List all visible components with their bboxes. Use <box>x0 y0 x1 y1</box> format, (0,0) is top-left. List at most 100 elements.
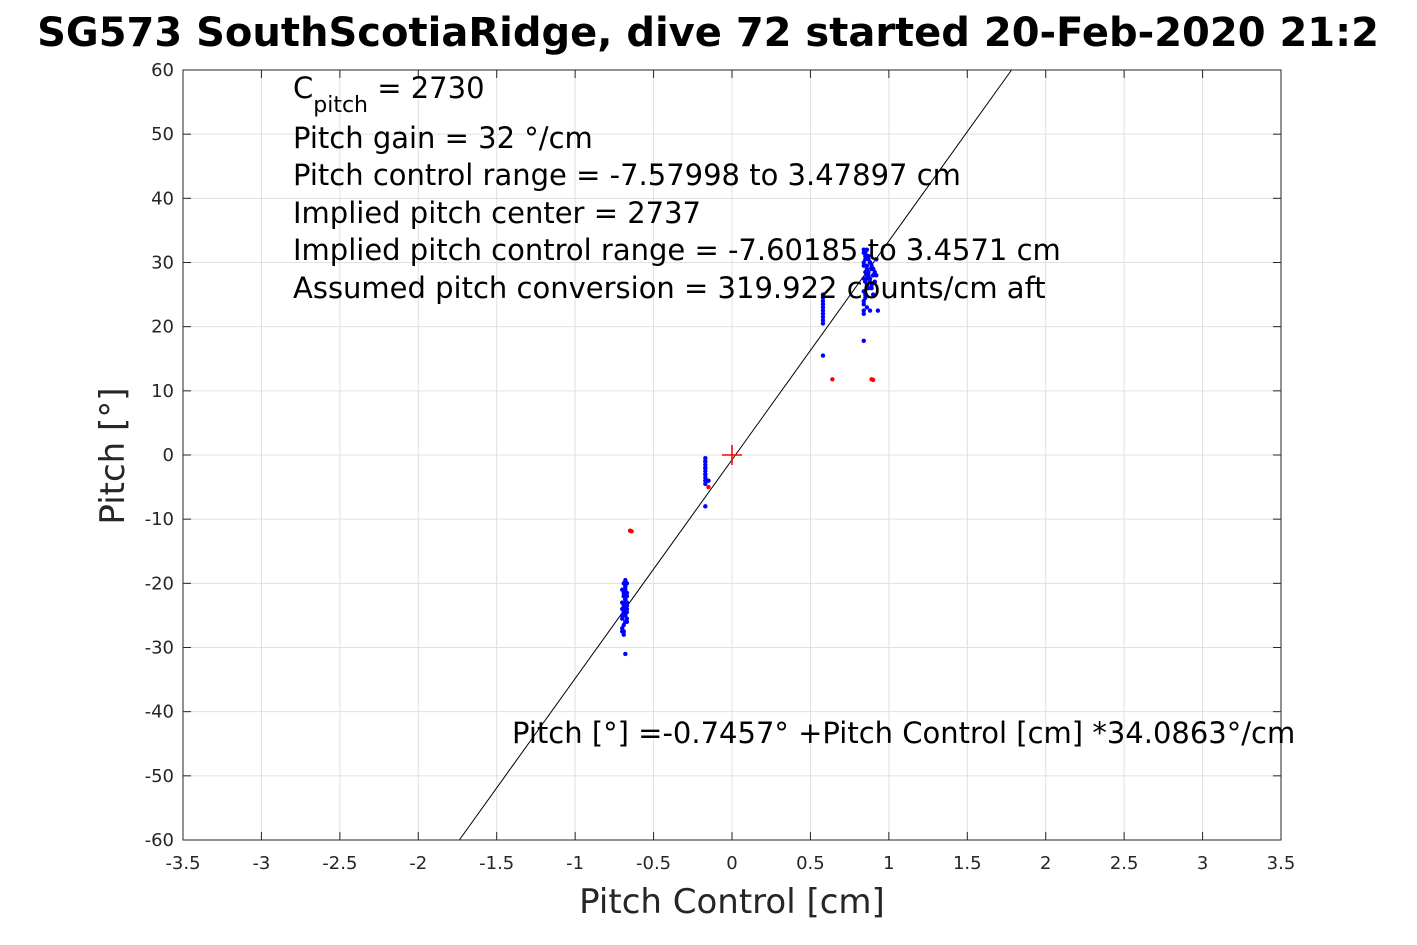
blue-data-point <box>870 273 876 278</box>
blue-data-point <box>867 260 873 265</box>
blue-data-point <box>820 292 826 297</box>
blue-data-point <box>870 292 876 297</box>
y-tick-label: 60 <box>151 60 174 81</box>
blue-data-point <box>706 478 711 483</box>
blue-data-point <box>864 247 870 252</box>
center-marker <box>722 445 742 465</box>
blue-data-point <box>820 353 826 358</box>
x-tick-label: 0.5 <box>796 853 825 874</box>
blue-data-point <box>861 263 866 268</box>
annotations: Cpitch = 2730 Pitch gain = 32 °/cm Pitch… <box>293 71 1295 750</box>
blue-data-point <box>869 285 874 291</box>
blue-data-point <box>863 295 868 300</box>
blue-data-point <box>623 619 628 625</box>
x-tick-label: 3.5 <box>1267 853 1296 874</box>
blue-data-point <box>863 253 868 259</box>
y-tick-label: -30 <box>145 638 174 659</box>
red-data-point <box>706 484 711 490</box>
red-data-point <box>830 377 835 382</box>
implied-center-annotation: Implied pitch center = 2737 <box>293 196 701 230</box>
blue-data-point <box>623 577 628 583</box>
blue-data-point <box>864 285 870 291</box>
pitch-control-range-annotation: Pitch control range = -7.57998 to 3.4789… <box>293 158 961 192</box>
blue-data-point <box>820 308 826 313</box>
x-tick-label: 2.5 <box>1110 853 1139 874</box>
blue-data-point <box>861 311 866 317</box>
blue-data-point <box>623 584 628 589</box>
blue-data-point <box>623 597 628 602</box>
implied-range-annotation: Implied pitch control range = -7.60185 t… <box>293 233 1061 267</box>
blue-data-point <box>861 302 866 307</box>
blue-data-point <box>863 292 868 297</box>
blue-data-point <box>820 321 826 326</box>
blue-data-point <box>703 465 708 471</box>
x-tick-label: -2.5 <box>322 853 357 874</box>
blue-data-point <box>623 600 628 605</box>
assumed-conversion-annotation: Assumed pitch conversion = 319.922 count… <box>293 271 1046 305</box>
blue-data-point <box>861 308 866 313</box>
y-tick-label: 40 <box>151 188 174 209</box>
blue-data-point <box>820 302 826 307</box>
x-tick-label: 1.5 <box>953 853 982 874</box>
y-tick-label: -10 <box>145 509 174 530</box>
c-pitch-value: = 2730 <box>368 71 485 105</box>
x-tick-label: -3.5 <box>165 853 200 874</box>
blue-data-point <box>703 456 708 461</box>
blue-data-point <box>820 314 826 320</box>
y-tick-label: -40 <box>145 702 174 723</box>
x-tick-label: 2 <box>1040 853 1051 874</box>
y-tick-label: 50 <box>151 124 174 145</box>
blue-data-point <box>872 279 877 284</box>
y-tick-label: 20 <box>151 317 174 338</box>
x-tick-label: -0.5 <box>636 853 671 874</box>
blue-data-point <box>874 273 879 278</box>
x-tick-label: 1 <box>883 853 894 874</box>
x-tick-label: -2 <box>409 853 427 874</box>
blue-data-point <box>703 472 708 477</box>
blue-data-point <box>866 253 871 259</box>
blue-data-point <box>624 606 630 612</box>
blue-data-point <box>864 266 870 272</box>
blue-data-point <box>867 279 873 284</box>
blue-data-point <box>820 298 826 304</box>
blue-data-point <box>820 305 826 310</box>
red-data-point <box>629 529 634 534</box>
blue-data-point <box>867 308 873 313</box>
blue-data-point <box>703 504 708 509</box>
x-tick-label: -1 <box>566 853 584 874</box>
blue-data-point <box>820 318 826 323</box>
pitch-gain-annotation: Pitch gain = 32 °/cm <box>293 121 593 155</box>
blue-data-point <box>620 616 625 621</box>
c-pitch-subscript: pitch <box>313 93 368 118</box>
blue-data-point <box>621 610 626 615</box>
blue-data-point <box>864 305 870 310</box>
x-tick-label: -3 <box>252 853 270 874</box>
blue-data-point <box>875 308 881 313</box>
blue-data-point <box>870 266 876 272</box>
blue-data-point <box>621 590 626 596</box>
blue-data-point <box>703 459 708 464</box>
y-tick-label: -60 <box>145 830 174 851</box>
blue-data-point <box>623 651 628 657</box>
fit-equation-annotation: Pitch [°] =-0.7457° +Pitch Control [cm] … <box>512 716 1295 750</box>
x-tick-label: 3 <box>1197 853 1208 874</box>
c-pitch-main: C <box>293 71 313 105</box>
y-axis-label: Pitch [°] <box>93 387 133 524</box>
y-axis-ticks: -60 -50 -40 -30 -20 -10 0 10 20 30 40 50 60 <box>145 60 1281 851</box>
chart-title: SG573 SouthScotiaRidge, dive 72 started … <box>37 10 1379 56</box>
y-tick-label: 10 <box>151 381 174 402</box>
x-axis-ticks: -3.5 -3 -2.5 -2 -1.5 -1 -0.5 0 0.5 1 1.5 2 2.5 3 3.5 <box>165 70 1295 874</box>
blue-data-point <box>820 311 826 317</box>
plot-area <box>182 69 1282 841</box>
y-tick-label: -20 <box>145 573 174 594</box>
x-tick-label: 0 <box>726 853 737 874</box>
blue-data-point <box>703 468 708 474</box>
c-pitch-annotation: Cpitch = 2730 <box>293 71 485 118</box>
scatter-points <box>620 247 881 657</box>
blue-data-point <box>820 295 826 300</box>
blue-data-point <box>863 279 868 284</box>
y-tick-label: -50 <box>145 766 174 787</box>
x-tick-label: -1.5 <box>479 853 514 874</box>
blue-data-point <box>861 260 866 265</box>
blue-data-point <box>874 257 879 262</box>
